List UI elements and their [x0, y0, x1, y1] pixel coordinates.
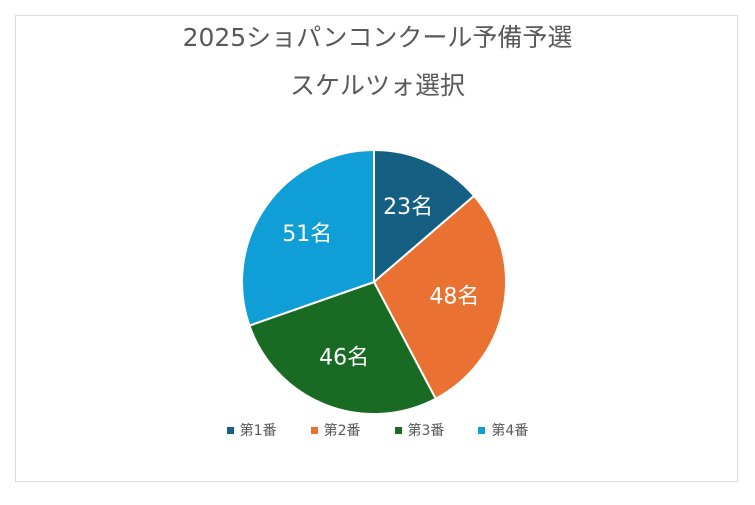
pie-slice-3 [248, 280, 438, 415]
legend-item-3: 第3番 [394, 420, 445, 440]
data-label-2: 48名 [429, 285, 479, 310]
legend-label-2: 第2番 [323, 423, 361, 439]
legend-swatch-1 [226, 426, 234, 434]
legend-label-3: 第3番 [407, 423, 445, 439]
legend-item-4: 第4番 [478, 420, 528, 440]
data-label-4: 51名 [282, 222, 332, 247]
pie-slice-1 [373, 148, 476, 285]
legend-swatch-2 [310, 426, 318, 434]
legend-swatch-3 [394, 426, 402, 434]
legend-item-1: 第1番 [226, 420, 277, 440]
legend-item-2: 第2番 [310, 420, 361, 440]
pie-slice-4 [241, 148, 375, 327]
legend-swatch-4 [478, 426, 486, 434]
legend-label-4: 第4番 [491, 423, 529, 439]
legend: 第1番 第2番 第3番 第4番 [0, 420, 755, 440]
pie-slice-2 [372, 194, 507, 401]
data-label-1: 23名 [383, 195, 433, 220]
chart-title: 2025ショパンコンクール予備予選 [182, 23, 573, 52]
legend-label-1: 第1番 [239, 423, 277, 439]
chart-subtitle: スケルツォ選択 [289, 71, 465, 100]
data-label-3: 46名 [319, 346, 369, 371]
